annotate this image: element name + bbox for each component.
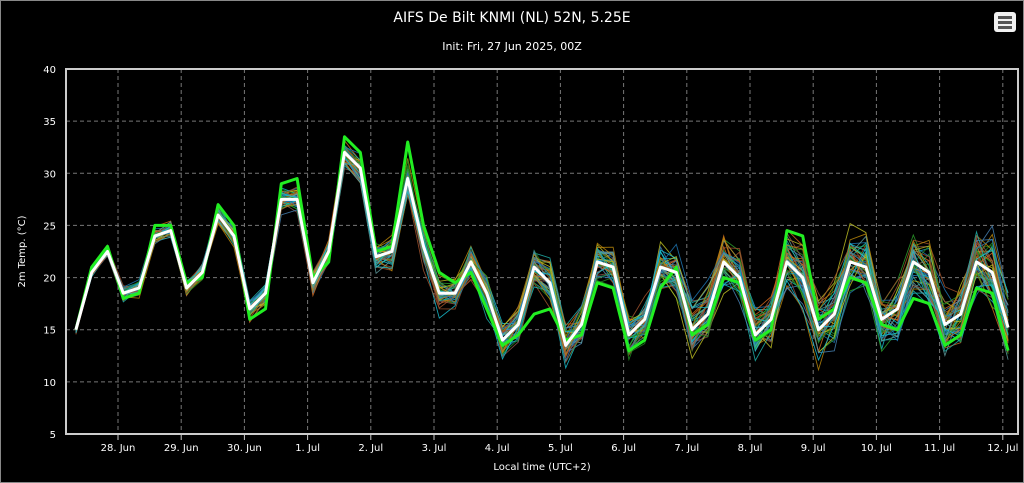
- x-tick-label: 3. Jul: [422, 443, 447, 454]
- y-tick-label: 25: [43, 221, 56, 232]
- y-tick-label: 30: [43, 169, 56, 180]
- ensemble-members: [75, 139, 1009, 372]
- x-tick-label: 10. Jul: [861, 443, 892, 454]
- y-tick-label: 20: [43, 274, 56, 285]
- x-tick-label: 11. Jul: [924, 443, 955, 454]
- y-tick-label: 15: [43, 326, 56, 337]
- hamburger-menu-icon[interactable]: [994, 12, 1016, 32]
- x-tick-label: 2. Jul: [358, 443, 383, 454]
- x-tick-label: 7. Jul: [674, 443, 699, 454]
- chart-subtitle: Init: Fri, 27 Jun 2025, 00Z: [442, 40, 582, 53]
- y-tick-label: 40: [43, 65, 56, 76]
- x-tick-label: 9. Jul: [801, 443, 826, 454]
- control-line: [74, 135, 1010, 353]
- x-tick-label: 5. Jul: [548, 443, 573, 454]
- ensemble-member-line: [75, 152, 1009, 354]
- x-tick-label: 6. Jul: [611, 443, 636, 454]
- plot-frame: [65, 68, 1019, 435]
- x-tick-label: 1. Jul: [295, 443, 320, 454]
- ensemble-member-line: [75, 148, 1009, 349]
- x-tick-label: 29. Jun: [164, 443, 199, 454]
- x-tick-label: 4. Jul: [485, 443, 510, 454]
- x-tick-label: 28. Jun: [101, 443, 136, 454]
- y-axis-label: 2m Temp. (°C): [17, 215, 28, 287]
- x-tick-label: 8. Jul: [738, 443, 763, 454]
- ensemble-member-line: [75, 161, 1009, 356]
- x-axis-label: Local time (UTC+2): [493, 462, 590, 473]
- ensemble-member-line: [75, 158, 1009, 359]
- y-tick-label: 10: [43, 378, 56, 389]
- y-tick-label: 35: [43, 117, 56, 128]
- chart-title: AIFS De Bilt KNMI (NL) 52N, 5.25E: [393, 10, 631, 26]
- x-tick-label: 12. Jul: [987, 443, 1018, 454]
- ensemble-member-line: [75, 154, 1009, 360]
- ensemble-mean-line: [74, 150, 1010, 347]
- x-tick-label: 30. Jun: [227, 443, 262, 454]
- y-tick-label: 5: [50, 430, 56, 441]
